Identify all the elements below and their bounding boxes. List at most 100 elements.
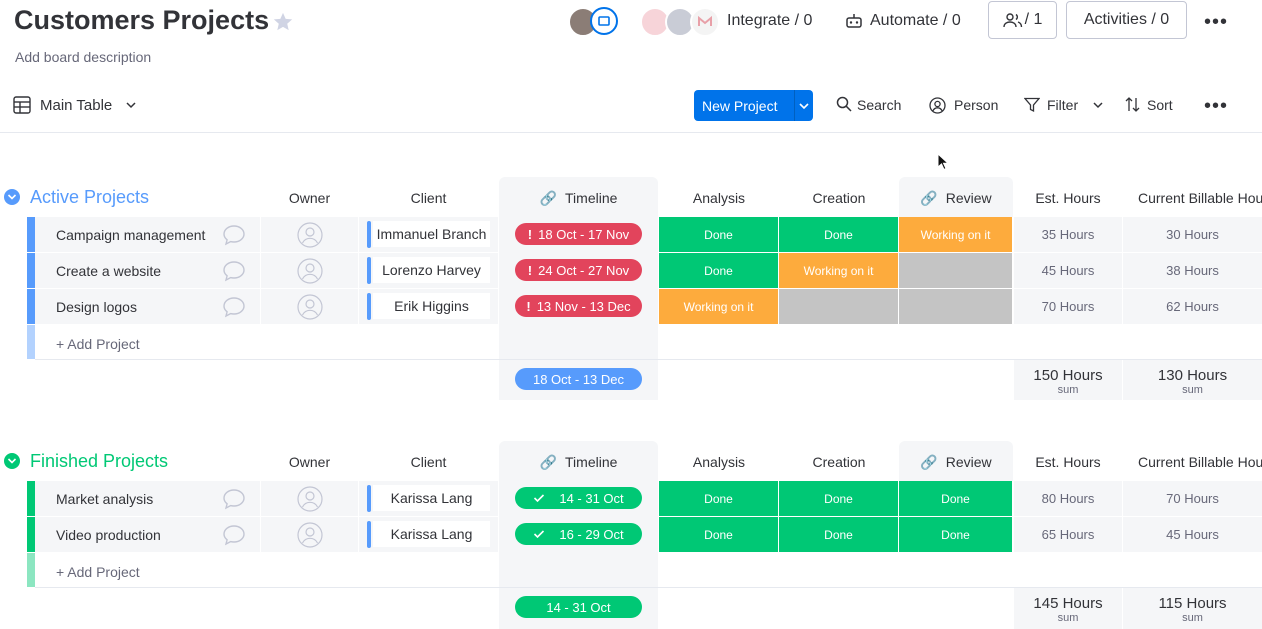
search-button[interactable]: Search	[857, 97, 902, 113]
col-billable-hours[interactable]: Current Billable Hours	[1138, 190, 1262, 206]
timeline-pill[interactable]: ! 13 Nov - 13 Dec	[515, 295, 642, 317]
col-analysis[interactable]: Analysis	[692, 190, 746, 206]
review-status-cell[interactable]: Done	[899, 517, 1012, 552]
review-status-cell[interactable]: Working on it	[899, 217, 1012, 252]
est-hours-cell[interactable]: 70 Hours	[1014, 289, 1122, 324]
col-analysis[interactable]: Analysis	[692, 454, 746, 470]
new-project-dropdown-icon[interactable]	[795, 101, 813, 111]
automate-button[interactable]: Automate / 0	[870, 12, 961, 29]
sort-icon[interactable]	[1125, 96, 1141, 113]
est-hours-cell[interactable]: 80 Hours	[1014, 481, 1122, 516]
person-icon[interactable]	[929, 97, 946, 114]
analysis-status-cell[interactable]: Done	[659, 217, 778, 252]
review-column-bg	[899, 441, 1013, 481]
chevron-down-icon[interactable]	[1092, 100, 1104, 110]
comment-icon[interactable]	[222, 260, 246, 282]
board-title[interactable]: Customers Projects	[14, 5, 270, 35]
person-filter-button[interactable]: Person	[954, 97, 999, 113]
alert-icon: !	[527, 262, 533, 278]
col-owner[interactable]: Owner	[288, 454, 331, 470]
group-collapse-icon[interactable]	[4, 189, 20, 205]
comment-icon[interactable]	[222, 488, 246, 510]
invite-icon[interactable]	[590, 7, 618, 35]
col-owner[interactable]: Owner	[288, 190, 331, 206]
owner-cell[interactable]	[261, 517, 358, 552]
col-est-hours[interactable]: Est. Hours	[1035, 190, 1101, 206]
search-icon[interactable]	[836, 96, 852, 112]
client-chip[interactable]: Erik Higgins	[373, 293, 490, 319]
col-timeline[interactable]: 🔗 Timeline	[499, 454, 658, 471]
owner-cell[interactable]	[261, 289, 358, 324]
owner-cell[interactable]	[261, 253, 358, 288]
review-status-cell[interactable]	[899, 253, 1012, 288]
analysis-status-cell[interactable]: Working on it	[659, 289, 778, 324]
view-selector[interactable]: Main Table	[40, 97, 113, 114]
more-menu-icon[interactable]: •••	[1204, 10, 1229, 33]
est-hours-cell[interactable]: 35 Hours	[1014, 217, 1122, 252]
owner-cell[interactable]	[261, 481, 358, 516]
review-status-cell[interactable]	[899, 289, 1012, 324]
analysis-status-cell[interactable]: Done	[659, 253, 778, 288]
comment-icon[interactable]	[222, 296, 246, 318]
billable-hours-cell[interactable]: 62 Hours	[1123, 289, 1262, 324]
group-title[interactable]: Active Projects	[30, 187, 150, 207]
col-review[interactable]: 🔗 Review	[899, 190, 1013, 207]
creation-status-cell[interactable]	[779, 289, 898, 324]
gmail-icon[interactable]	[690, 7, 720, 37]
board-description[interactable]: Add board description	[15, 49, 152, 65]
creation-status-cell[interactable]: Working on it	[779, 253, 898, 288]
client-chip[interactable]: Karissa Lang	[373, 485, 490, 511]
add-project-row[interactable]: + Add Project	[56, 336, 140, 352]
est-hours-cell[interactable]: 65 Hours	[1014, 517, 1122, 552]
creation-status-cell[interactable]: Done	[779, 481, 898, 516]
timeline-pill[interactable]: ! 18 Oct - 17 Nov	[515, 223, 642, 245]
est-hours-cell[interactable]: 45 Hours	[1014, 253, 1122, 288]
item-name-cell[interactable]: Video production	[35, 517, 260, 552]
col-client[interactable]: Client	[410, 190, 447, 206]
creation-status-cell[interactable]: Done	[779, 517, 898, 552]
comment-icon[interactable]	[222, 224, 246, 246]
col-creation[interactable]: Creation	[812, 454, 866, 470]
billable-hours-cell[interactable]: 30 Hours	[1123, 217, 1262, 252]
add-project-row[interactable]: + Add Project	[56, 564, 140, 580]
billable-hours-cell[interactable]: 38 Hours	[1123, 253, 1262, 288]
col-billable-hours[interactable]: Current Billable Hours	[1138, 454, 1262, 470]
group-title[interactable]: Finished Projects	[30, 451, 169, 471]
col-creation[interactable]: Creation	[812, 190, 866, 206]
timeline-pill[interactable]: ! 24 Oct - 27 Nov	[515, 259, 642, 281]
item-name-cell[interactable]: Campaign management	[35, 217, 260, 252]
client-chip[interactable]: Lorenzo Harvey	[373, 257, 490, 283]
sort-button[interactable]: Sort	[1147, 97, 1173, 113]
col-review[interactable]: 🔗 Review	[899, 454, 1013, 471]
filter-icon[interactable]	[1024, 97, 1040, 113]
item-name-cell[interactable]: Design logos	[35, 289, 260, 324]
filter-button[interactable]: Filter	[1047, 97, 1079, 113]
col-client[interactable]: Client	[410, 454, 447, 470]
analysis-status-cell[interactable]: Done	[659, 481, 778, 516]
new-project-button[interactable]: New Project	[694, 90, 813, 121]
integrate-button[interactable]: Integrate / 0	[727, 12, 813, 29]
client-chip[interactable]: Immanuel Branch	[373, 221, 490, 247]
comment-icon[interactable]	[222, 524, 246, 546]
creation-status-cell[interactable]: Done	[779, 217, 898, 252]
timeline-pill[interactable]: 16 - 29 Oct	[515, 523, 642, 545]
members-button[interactable]: / 1	[988, 1, 1057, 39]
activities-button[interactable]: Activities / 0	[1066, 1, 1187, 39]
item-name: Market analysis	[56, 490, 154, 507]
timeline-pill[interactable]: 14 - 31 Oct	[515, 487, 642, 509]
group-collapse-icon[interactable]	[4, 453, 20, 469]
billable-hours-value: 45 Hours	[1166, 527, 1219, 542]
col-est-hours[interactable]: Est. Hours	[1035, 454, 1101, 470]
col-timeline[interactable]: 🔗 Timeline	[499, 190, 658, 207]
review-status-cell[interactable]: Done	[899, 481, 1012, 516]
billable-hours-cell[interactable]: 70 Hours	[1123, 481, 1262, 516]
analysis-status-cell[interactable]: Done	[659, 517, 778, 552]
owner-cell[interactable]	[261, 217, 358, 252]
chevron-down-icon[interactable]	[125, 100, 137, 110]
item-name-cell[interactable]: Market analysis	[35, 481, 260, 516]
toolbar-more-icon[interactable]: •••	[1204, 94, 1229, 117]
star-icon[interactable]	[272, 11, 294, 33]
billable-hours-cell[interactable]: 45 Hours	[1123, 517, 1262, 552]
client-chip[interactable]: Karissa Lang	[373, 521, 490, 547]
item-name-cell[interactable]: Create a website	[35, 253, 260, 288]
